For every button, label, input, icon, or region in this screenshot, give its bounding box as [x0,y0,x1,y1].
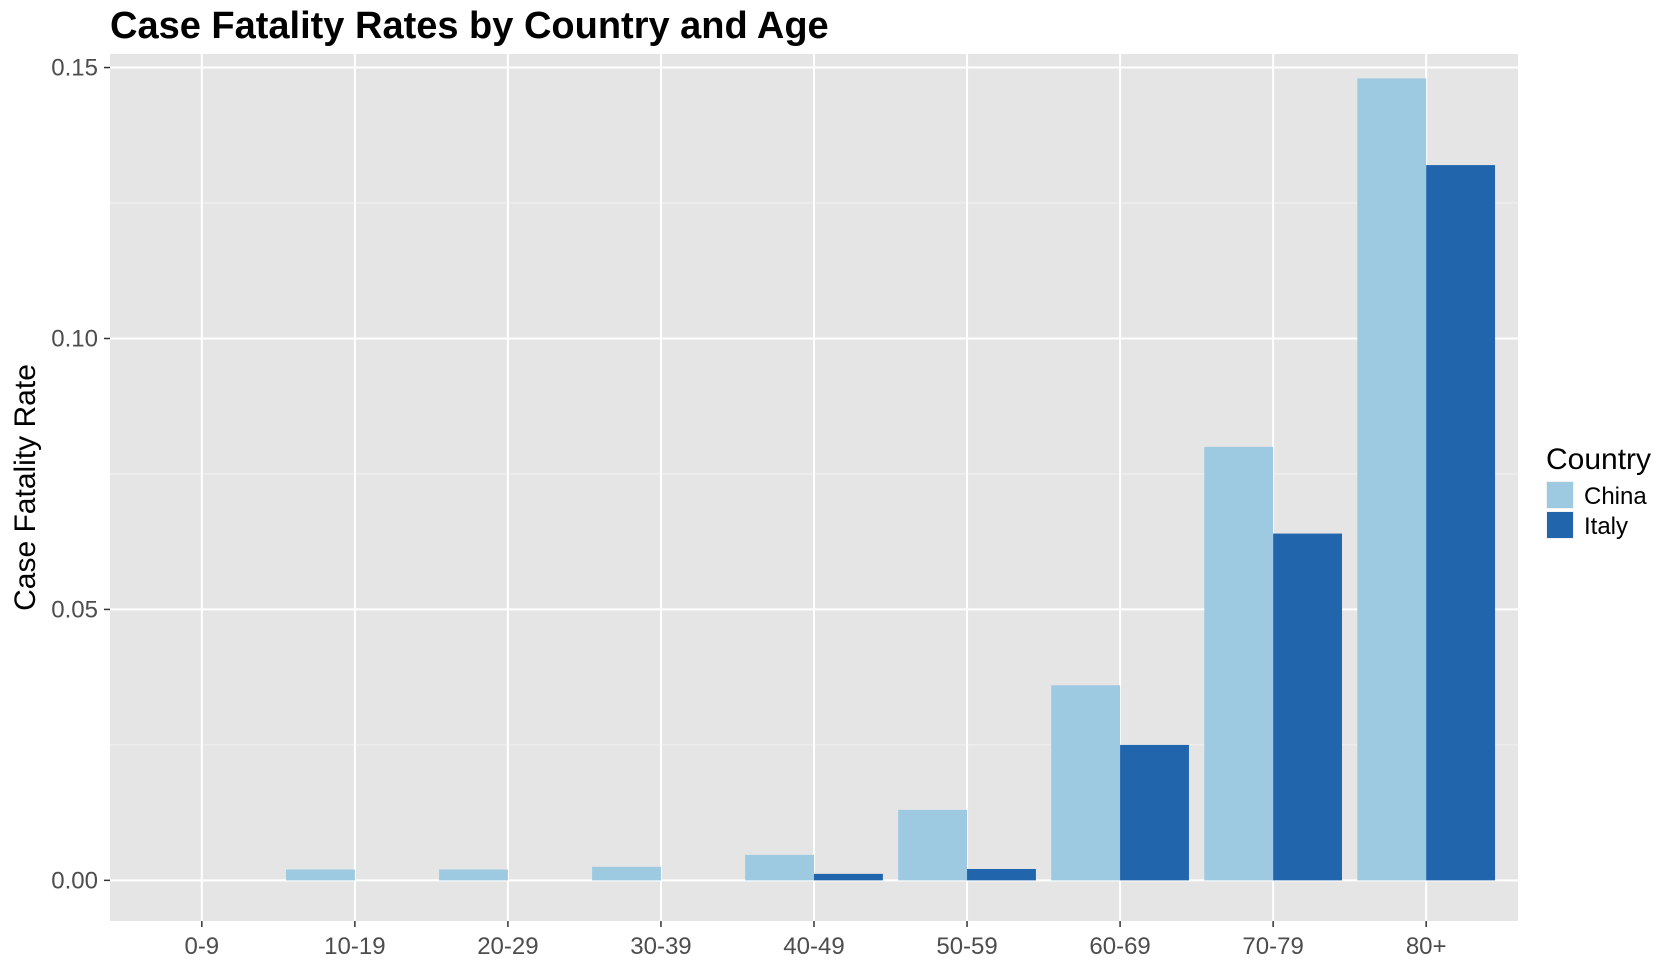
legend-label-italy: Italy [1584,513,1628,540]
x-tick-label: 30-39 [630,933,691,960]
bar-china-60-69 [1051,685,1121,881]
bar-china-80+ [1357,78,1427,881]
x-axis: 0-9 10-19 20-29 30-39 40-49 50-59 60-69 70-79 80… [184,921,1447,960]
y-axis-title: Case Fatality Rate [9,364,42,611]
legend-label-china: China [1584,483,1647,510]
y-tick-label: 0.15 [51,55,98,82]
x-tick-label: 60-69 [1089,933,1150,960]
bars [286,78,1496,881]
bar-italy-70-79 [1273,533,1342,881]
legend: Country China Italy [1546,443,1651,540]
x-tick-label: 0-9 [184,933,219,960]
x-tick-label: 20-29 [477,933,538,960]
bar-italy-80+ [1426,165,1496,881]
bar-china-40-49 [745,854,814,881]
legend-swatch-china [1547,482,1573,508]
legend-title: Country [1546,443,1651,476]
y-tick-label: 0.10 [51,325,98,352]
bar-italy-50-59 [967,868,1036,881]
bar-china-30-39 [592,866,661,881]
y-axis: 0.00 0.05 0.10 0.15 [51,55,110,894]
gridlines [110,54,1518,921]
y-tick-label: 0.05 [51,596,98,623]
x-tick-label: 70-79 [1242,933,1303,960]
x-tick-label: 80+ [1406,933,1447,960]
bar-china-50-59 [898,809,968,881]
x-tick-label: 40-49 [783,933,844,960]
bar-italy-60-69 [1120,744,1189,881]
bar-italy-40-49 [814,873,883,881]
chart-title: Case Fatality Rates by Country and Age [110,5,829,47]
bar-china-70-79 [1204,446,1274,881]
bar-china-20-29 [439,869,508,881]
bar-china-10-19 [286,869,355,881]
legend-swatch-italy [1547,512,1573,538]
y-tick-label: 0.00 [51,867,98,894]
x-tick-label: 10-19 [324,933,385,960]
x-tick-label: 50-59 [936,933,997,960]
